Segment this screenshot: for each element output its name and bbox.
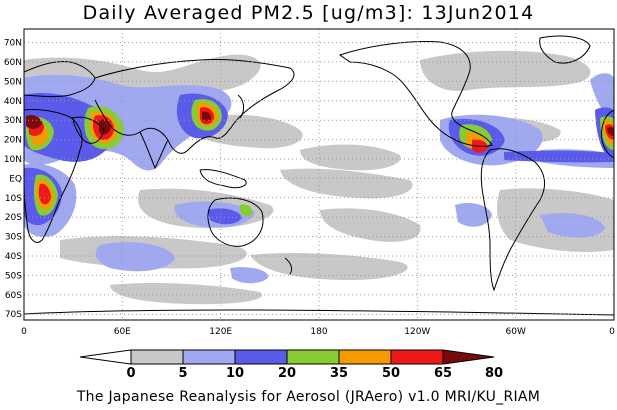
lat-tick-label: 10S xyxy=(5,194,22,204)
lon-tick-label: 120W xyxy=(404,327,430,337)
lon-axis: 0 60E 120E 180 120W 60W 0 xyxy=(21,327,615,337)
colorbar-label: 35 xyxy=(329,366,349,381)
colorbar-swatch-3 xyxy=(234,349,288,365)
colorbar-swatch-6 xyxy=(390,349,444,365)
colorbar-label: 5 xyxy=(178,366,188,381)
lat-tick-label: 70S xyxy=(5,310,22,320)
lat-tick-label: 50N xyxy=(4,77,22,87)
lat-tick-label: 20N xyxy=(4,136,22,146)
level-80-plus-areas xyxy=(26,111,614,136)
lat-tick-label: 40N xyxy=(4,97,22,107)
colorbar-label: 80 xyxy=(484,366,504,381)
colorbar-swatch-7 xyxy=(442,349,495,365)
colorbar-label: 50 xyxy=(381,366,401,381)
colorbar-label: 0 xyxy=(126,366,136,381)
colorbar xyxy=(79,349,495,365)
concentration-field xyxy=(24,29,614,320)
colorbar-swatch-0 xyxy=(79,349,132,365)
colorbar-swatch-5 xyxy=(338,349,392,365)
plot-frame xyxy=(23,28,615,321)
lat-tick-label: 40S xyxy=(5,252,22,262)
lon-tick-label: 180 xyxy=(310,327,327,337)
lat-tick-label: 50S xyxy=(5,271,22,281)
colorbar-label: 65 xyxy=(433,366,453,381)
lat-lon-grid xyxy=(24,29,614,320)
lon-tick-label: 0 xyxy=(21,327,27,337)
lat-tick-label: 60S xyxy=(5,291,22,301)
lat-tick-label: 20S xyxy=(5,213,22,223)
colorbar-swatch-2 xyxy=(182,349,236,365)
lat-axis: 70N 60N 50N 40N 30N 20N 10N EQ 10S 20S 3… xyxy=(4,39,22,321)
lat-tick-label: 30N xyxy=(4,116,22,126)
lat-tick-label: 60N xyxy=(4,58,22,68)
lon-tick-label: 120E xyxy=(209,327,232,337)
lat-tick-label: 10N xyxy=(4,155,22,165)
lat-tick-label: 70N xyxy=(4,39,22,49)
credit-footer: The Japanese Reanalysis for Aerosol (JRA… xyxy=(76,389,541,405)
lon-tick-label: 60E xyxy=(114,327,131,337)
colorbar-swatch-1 xyxy=(130,349,184,365)
lat-tick-label: EQ xyxy=(9,174,22,184)
colorbar-label: 20 xyxy=(277,366,297,381)
map-title: Daily Averaged PM2.5 [ug/m3]: 13Jun2014 xyxy=(82,2,535,24)
colorbar-label: 10 xyxy=(225,366,245,381)
colorbar-swatch-4 xyxy=(286,349,340,365)
lon-tick-label: 60W xyxy=(506,327,526,337)
lon-tick-label: 0 xyxy=(609,327,615,337)
lat-tick-label: 30S xyxy=(5,233,22,243)
